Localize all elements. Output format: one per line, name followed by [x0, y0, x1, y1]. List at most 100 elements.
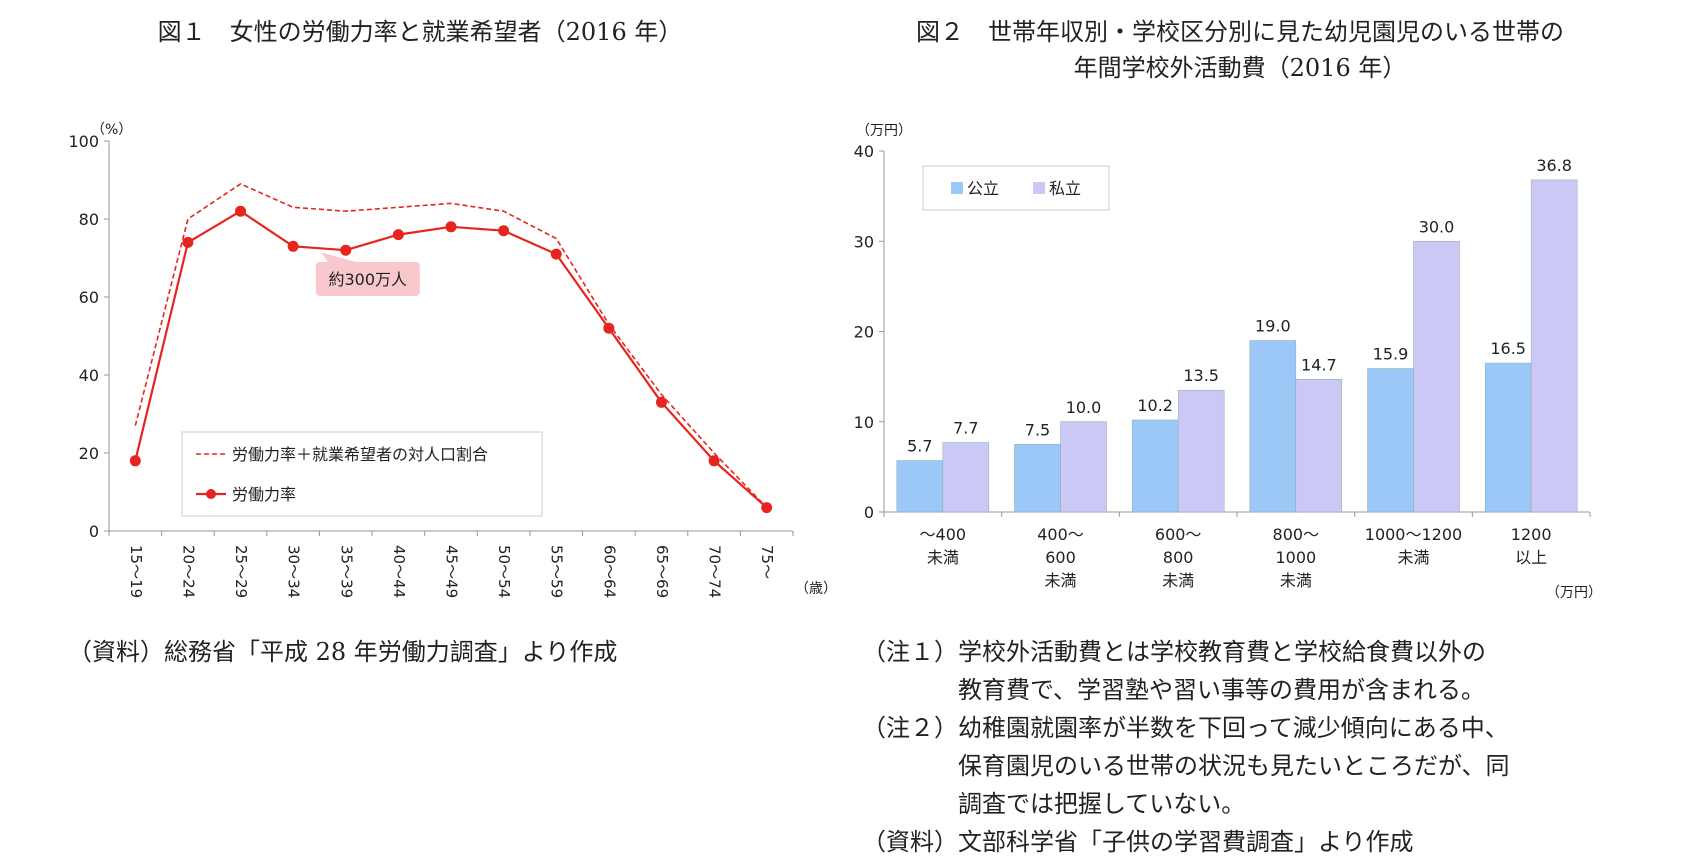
x-tick-label: 1000～1200: [1365, 525, 1462, 544]
note-text: 教育費で、学習塾や習い事等の費用が含まれる。: [958, 676, 1486, 704]
figure2-title-line2: 年間学校外活動費（2016 年）: [1073, 54, 1407, 82]
y-tick-label: 20: [854, 323, 874, 342]
figure2-title: 図２ 世帯年収別・学校区分別に見た幼児園児のいる世帯の 年間学校外活動費（201…: [820, 14, 1660, 86]
y-tick-label: 0: [864, 503, 874, 522]
x-unit-label: （歳）: [795, 581, 837, 597]
bar-public: [1131, 419, 1179, 513]
note-text: 幼稚園就園率が半数を下回って減少傾向にある中、: [958, 714, 1509, 742]
x-tick-label: 600～: [1155, 525, 1202, 544]
note-label: （資料）: [862, 828, 958, 856]
y-tick-label: 100: [68, 132, 99, 151]
legend-label: 労働力率＋就業希望者の対人口割合: [232, 445, 488, 464]
x-tick-label: 600: [1045, 548, 1076, 567]
y-tick-label: 10: [854, 413, 874, 432]
data-point-labor-rate: [655, 396, 667, 408]
x-tick-label: 55～59: [548, 545, 566, 598]
note-label: （注２）: [862, 714, 958, 742]
data-point-labor-rate: [392, 229, 404, 241]
x-tick-label: 45～49: [443, 545, 461, 598]
x-tick-label: ～400: [920, 525, 967, 544]
y-tick-label: 80: [79, 210, 99, 229]
x-tick-label: 35～39: [337, 545, 355, 598]
annotation-box: [315, 262, 420, 296]
data-label: 7.7: [953, 419, 978, 438]
figure1-source-text: （資料）総務省「平成 28 年労働力調査」より作成: [68, 638, 618, 666]
y-unit-label: （万円）: [856, 123, 912, 139]
bar-public: [1484, 362, 1532, 513]
bar-private: [1413, 241, 1460, 513]
data-label: 30.0: [1419, 217, 1455, 236]
note-text: 学校外活動費とは学校教育費と学校給食費以外の: [958, 638, 1486, 666]
x-tick-label: 75～: [758, 545, 776, 579]
series-line-labor-plus-hope: [134, 182, 768, 509]
bar-public: [896, 460, 944, 513]
data-label: 10.0: [1066, 398, 1102, 417]
bar-private: [1177, 389, 1225, 513]
y-tick-label: 30: [854, 232, 874, 251]
bar-private: [1530, 179, 1578, 513]
annotation-text: 約300万人: [328, 270, 407, 289]
y-tick-label: 40: [854, 142, 874, 161]
x-tick-label: 50～54: [495, 545, 513, 598]
x-tick-label: 未満: [1162, 571, 1194, 590]
x-tick-label: 未満: [1397, 548, 1429, 567]
x-tick-label: 1200: [1511, 525, 1552, 544]
legend-label: 労働力率: [232, 485, 296, 504]
data-label: 5.7: [907, 437, 932, 456]
data-label: 15.9: [1373, 345, 1409, 364]
y-tick-label: 0: [89, 522, 99, 541]
legend-swatch: [1033, 182, 1045, 194]
note-text: 保育園児のいる世帯の状況も見たいところだが、同: [958, 752, 1510, 780]
legend-label: 私立: [1049, 179, 1081, 198]
x-tick-label: 15～19: [127, 545, 145, 598]
note-label: （注１）: [862, 638, 958, 666]
data-label: 13.5: [1183, 366, 1219, 385]
data-point-labor-rate: [550, 248, 562, 260]
x-tick-label: 20～24: [179, 545, 197, 598]
bar-public: [1367, 368, 1414, 513]
y-tick-label: 60: [79, 288, 99, 307]
x-tick-label: 400～: [1037, 525, 1084, 544]
note-text: 文部科学省「子供の学習費調査」より作成: [958, 828, 1414, 856]
data-point-labor-rate: [603, 322, 615, 334]
data-label: 14.7: [1301, 355, 1337, 374]
y-tick-label: 40: [79, 366, 99, 385]
data-label: 16.5: [1490, 339, 1526, 358]
bar-public: [1249, 340, 1297, 513]
x-tick-label: 30～34: [285, 545, 303, 598]
note-text: 調査では把握していない。: [958, 790, 1246, 818]
x-tick-label: 未満: [1280, 571, 1312, 590]
data-point-labor-rate: [761, 502, 773, 514]
x-tick-label: 70～74: [706, 545, 724, 598]
data-point-labor-rate: [708, 455, 720, 467]
x-tick-label: 未満: [1044, 571, 1076, 590]
x-tick-label: 40～44: [390, 545, 408, 598]
data-label: 7.5: [1025, 420, 1050, 439]
x-tick-label: 800～: [1273, 525, 1320, 544]
y-tick-label: 20: [79, 444, 99, 463]
data-point-labor-rate: [445, 221, 457, 233]
x-tick-label: 未満: [927, 548, 959, 567]
data-point-labor-rate: [182, 236, 194, 248]
data-point-labor-rate: [498, 225, 510, 237]
legend-label: 公立: [967, 179, 999, 198]
x-tick-label: 以上: [1515, 548, 1547, 567]
x-tick-label: 800: [1163, 548, 1194, 567]
x-tick-label: 25～29: [232, 545, 250, 598]
figure1-title: 図１ 女性の労働力率と就業希望者（2016 年）: [157, 18, 683, 46]
x-tick-label: 60～64: [600, 545, 618, 598]
data-label: 36.8: [1536, 156, 1572, 175]
data-point-labor-rate: [287, 240, 299, 252]
x-tick-label: 1000: [1275, 548, 1316, 567]
figure2-title-line1: 図２ 世帯年収別・学校区分別に見た幼児園児のいる世帯の: [916, 18, 1564, 46]
bar-private: [1295, 379, 1343, 513]
y-unit-label: （%）: [91, 122, 132, 138]
legend-box: [181, 431, 543, 517]
bar-private: [942, 442, 990, 513]
data-label: 19.0: [1255, 317, 1291, 336]
bar-public: [1014, 444, 1061, 513]
legend-box: [922, 165, 1110, 211]
x-tick-label: 65～69: [653, 545, 671, 598]
legend-swatch: [951, 182, 963, 194]
